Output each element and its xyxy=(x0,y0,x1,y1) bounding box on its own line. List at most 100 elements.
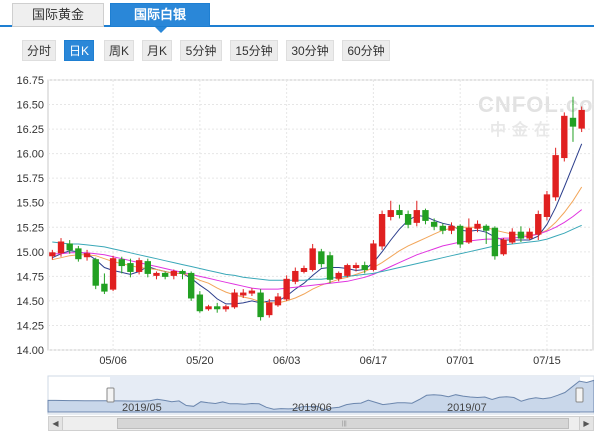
candle-body xyxy=(231,292,238,308)
navigator-date-label: 2019/05 xyxy=(122,402,162,414)
period-button-weekly-k[interactable]: 周K xyxy=(104,40,134,61)
candle xyxy=(517,226,525,242)
candle-body xyxy=(326,255,334,280)
candle xyxy=(57,238,65,257)
candle-body xyxy=(179,270,186,274)
market-tabs: 国际黄金 国际白银 xyxy=(0,0,594,33)
candle xyxy=(179,269,186,280)
x-tick-label: 05/20 xyxy=(186,355,214,367)
candle-body xyxy=(118,259,125,267)
candle-body xyxy=(413,210,420,223)
candle xyxy=(75,245,82,262)
moving-average-lines xyxy=(52,143,583,305)
candle xyxy=(378,210,386,250)
candle xyxy=(465,218,473,244)
candle-body xyxy=(240,292,247,296)
candle xyxy=(361,261,368,274)
candle xyxy=(92,257,99,290)
candle xyxy=(396,204,403,219)
candle-body xyxy=(274,296,282,306)
period-button-60min[interactable]: 60分钟 xyxy=(342,40,390,61)
period-button-5min[interactable]: 5分钟 xyxy=(180,40,222,61)
candle xyxy=(318,248,325,268)
candle-body xyxy=(222,306,230,310)
candle xyxy=(300,265,308,274)
candle xyxy=(439,223,447,235)
candle xyxy=(543,190,551,221)
candle-body xyxy=(483,225,490,231)
candle xyxy=(352,262,360,272)
scroll-left-arrow-icon[interactable]: ◀ xyxy=(49,417,63,430)
y-tick-label: 16.50 xyxy=(16,100,44,112)
tab-international-silver[interactable]: 国际白银 xyxy=(110,3,210,33)
candle-body xyxy=(517,231,525,239)
candle-body xyxy=(448,225,455,231)
y-tick-label: 15.50 xyxy=(16,198,44,210)
candle xyxy=(118,256,125,274)
candle xyxy=(214,302,221,313)
candle-body xyxy=(109,258,117,290)
navigator-labels: 2019/05 2019/06 2019/07 xyxy=(122,402,487,414)
candle-body xyxy=(439,225,447,231)
y-tick-label: 15.00 xyxy=(16,247,44,259)
candle xyxy=(422,208,429,225)
period-button-monthly-k[interactable]: 月K xyxy=(142,40,172,61)
candle xyxy=(526,228,533,241)
candle-body xyxy=(75,248,82,260)
scrollbar-thumb[interactable]: ||| xyxy=(117,418,569,429)
y-tick-label: 15.25 xyxy=(16,222,44,234)
navigator-left-handle[interactable] xyxy=(106,387,115,403)
period-button-15min[interactable]: 15分钟 xyxy=(230,40,278,61)
candle-body xyxy=(509,231,516,243)
candle-body xyxy=(248,290,256,294)
candle xyxy=(309,243,316,272)
candle xyxy=(552,147,559,201)
candle-body xyxy=(344,265,351,276)
candle-body xyxy=(257,292,264,318)
chart-grid xyxy=(47,79,594,351)
y-tick-label: 14.50 xyxy=(16,296,44,308)
navigator-right-handle[interactable] xyxy=(575,387,584,403)
candle-body xyxy=(187,272,195,299)
period-button-30min[interactable]: 30分钟 xyxy=(286,40,334,61)
horizontal-scrollbar[interactable]: ◀ ||| ▶ xyxy=(48,416,594,431)
y-tick-label: 16.25 xyxy=(16,124,44,136)
y-tick-label: 14.00 xyxy=(16,345,44,357)
candle-body xyxy=(57,241,65,254)
candle xyxy=(509,228,516,244)
candle-body xyxy=(309,248,316,270)
y-tick-label: 14.25 xyxy=(16,320,44,332)
x-axis-labels: 05/06 05/20 06/03 06/17 07/01 07/15 xyxy=(99,355,560,367)
scroll-right-arrow-icon[interactable]: ▶ xyxy=(579,417,593,430)
candle xyxy=(413,200,420,227)
candle xyxy=(370,240,377,272)
candle-body xyxy=(92,259,99,286)
candle xyxy=(240,289,247,298)
candle-body xyxy=(214,306,221,310)
period-button-daily-k[interactable]: 日K xyxy=(64,40,94,61)
grip-icon: ||| xyxy=(342,421,347,427)
y-tick-label: 16.00 xyxy=(16,149,44,161)
candle-body xyxy=(404,214,412,225)
candle xyxy=(500,238,507,256)
period-button-timeshare[interactable]: 分时 xyxy=(22,40,56,61)
candle xyxy=(335,271,342,282)
candle xyxy=(274,293,282,307)
candle xyxy=(109,255,117,292)
candle-body xyxy=(153,272,160,276)
candle xyxy=(144,258,151,278)
candle xyxy=(127,258,134,278)
candle xyxy=(231,289,238,309)
candle-body xyxy=(144,261,151,274)
tab-international-gold[interactable]: 国际黄金 xyxy=(12,3,104,27)
candle xyxy=(578,106,585,133)
candle-body xyxy=(561,115,568,159)
y-tick-label: 14.75 xyxy=(16,271,44,283)
range-navigator[interactable]: 2019/05 2019/06 2019/07 xyxy=(0,374,594,418)
candle xyxy=(196,291,204,313)
candle-body xyxy=(135,260,143,272)
candle xyxy=(66,240,73,254)
candle xyxy=(135,257,143,275)
candle-body xyxy=(83,253,91,258)
candle-body xyxy=(161,272,169,277)
